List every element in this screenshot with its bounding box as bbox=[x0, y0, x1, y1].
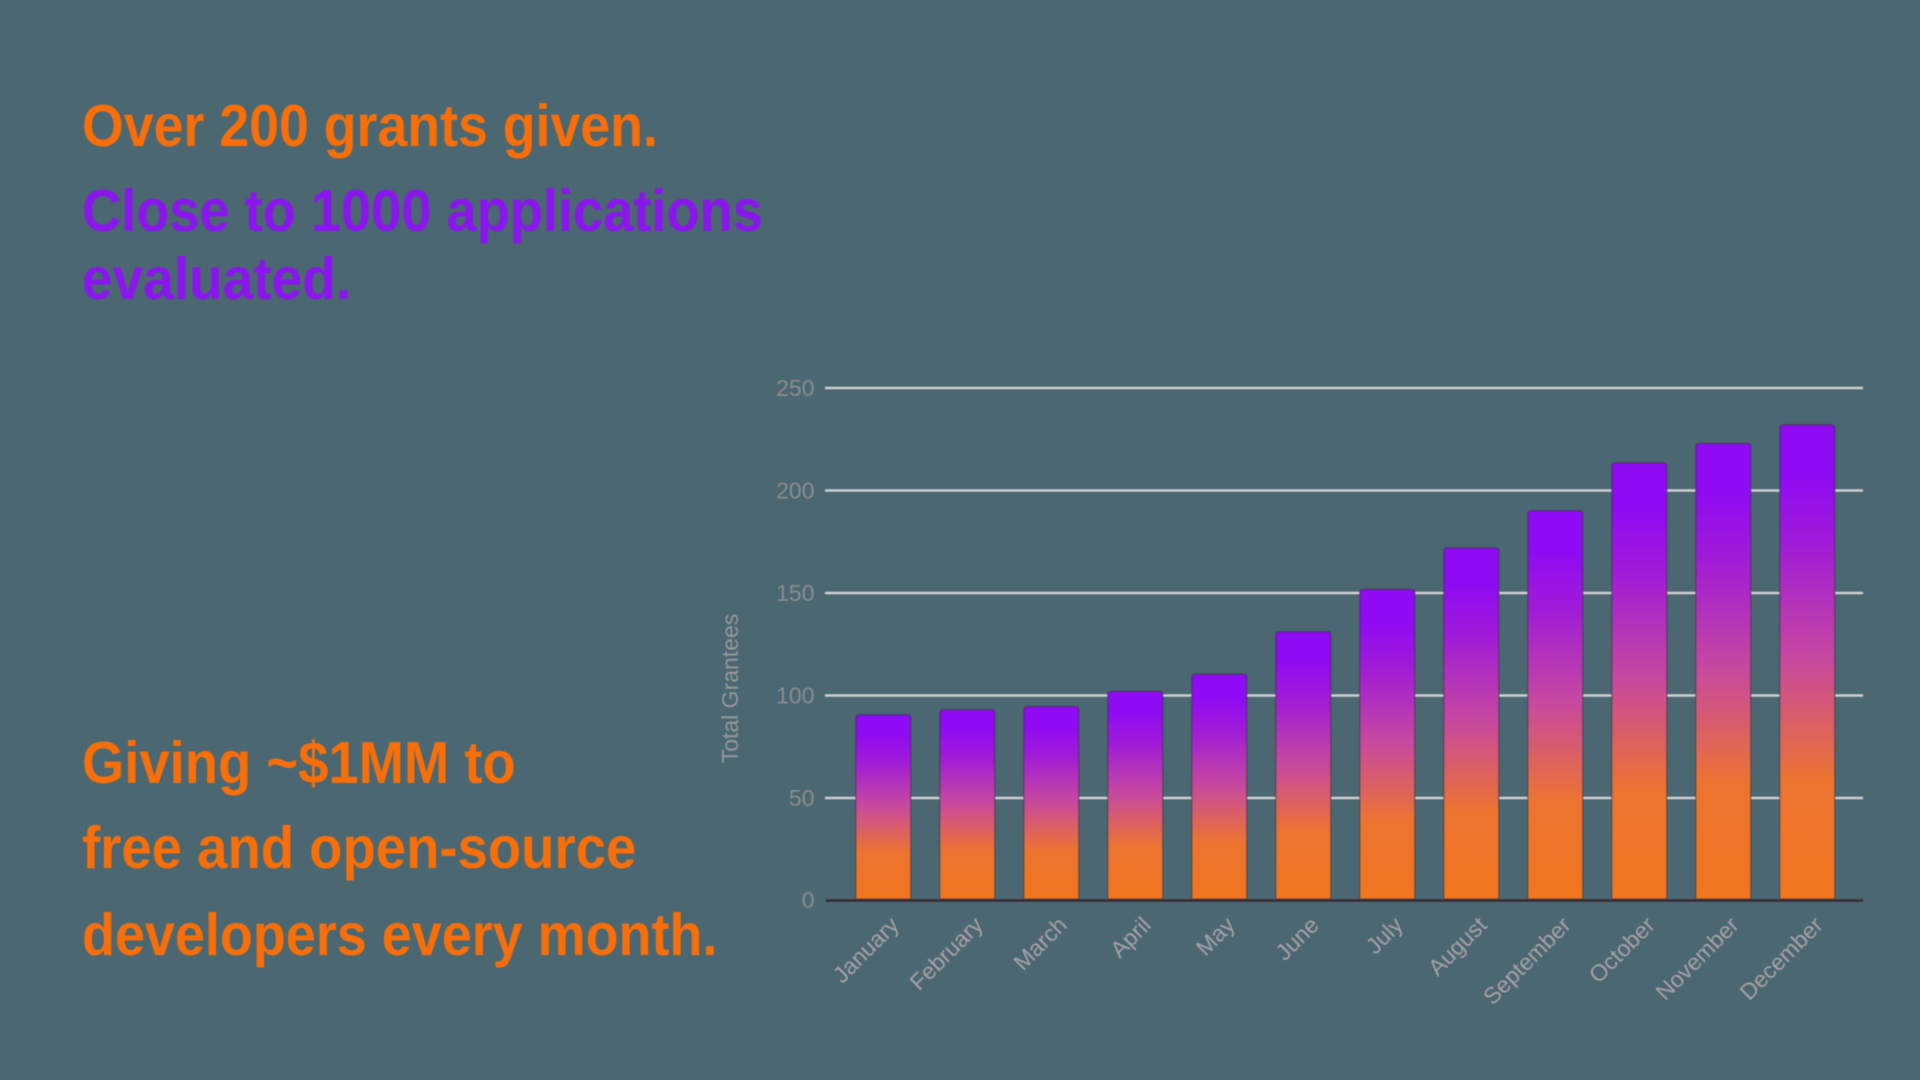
svg-text:March: March bbox=[1008, 912, 1072, 976]
svg-text:50: 50 bbox=[789, 785, 815, 811]
svg-text:November: November bbox=[1650, 911, 1744, 1005]
svg-text:July: July bbox=[1361, 911, 1409, 959]
svg-text:0: 0 bbox=[802, 887, 815, 913]
svg-text:200: 200 bbox=[776, 478, 814, 504]
svg-text:August: August bbox=[1423, 911, 1492, 980]
svg-text:150: 150 bbox=[776, 580, 814, 606]
svg-text:250: 250 bbox=[776, 375, 814, 401]
svg-text:April: April bbox=[1105, 912, 1156, 963]
svg-text:January: January bbox=[828, 911, 905, 988]
svg-text:May: May bbox=[1191, 911, 1240, 960]
svg-text:June: June bbox=[1270, 912, 1324, 966]
svg-text:100: 100 bbox=[776, 683, 814, 709]
svg-text:December: December bbox=[1734, 911, 1828, 1005]
svg-text:October: October bbox=[1584, 911, 1660, 987]
svg-text:September: September bbox=[1478, 911, 1576, 1009]
svg-text:February: February bbox=[904, 911, 988, 995]
svg-text:Total Grantees: Total Grantees bbox=[717, 614, 743, 764]
